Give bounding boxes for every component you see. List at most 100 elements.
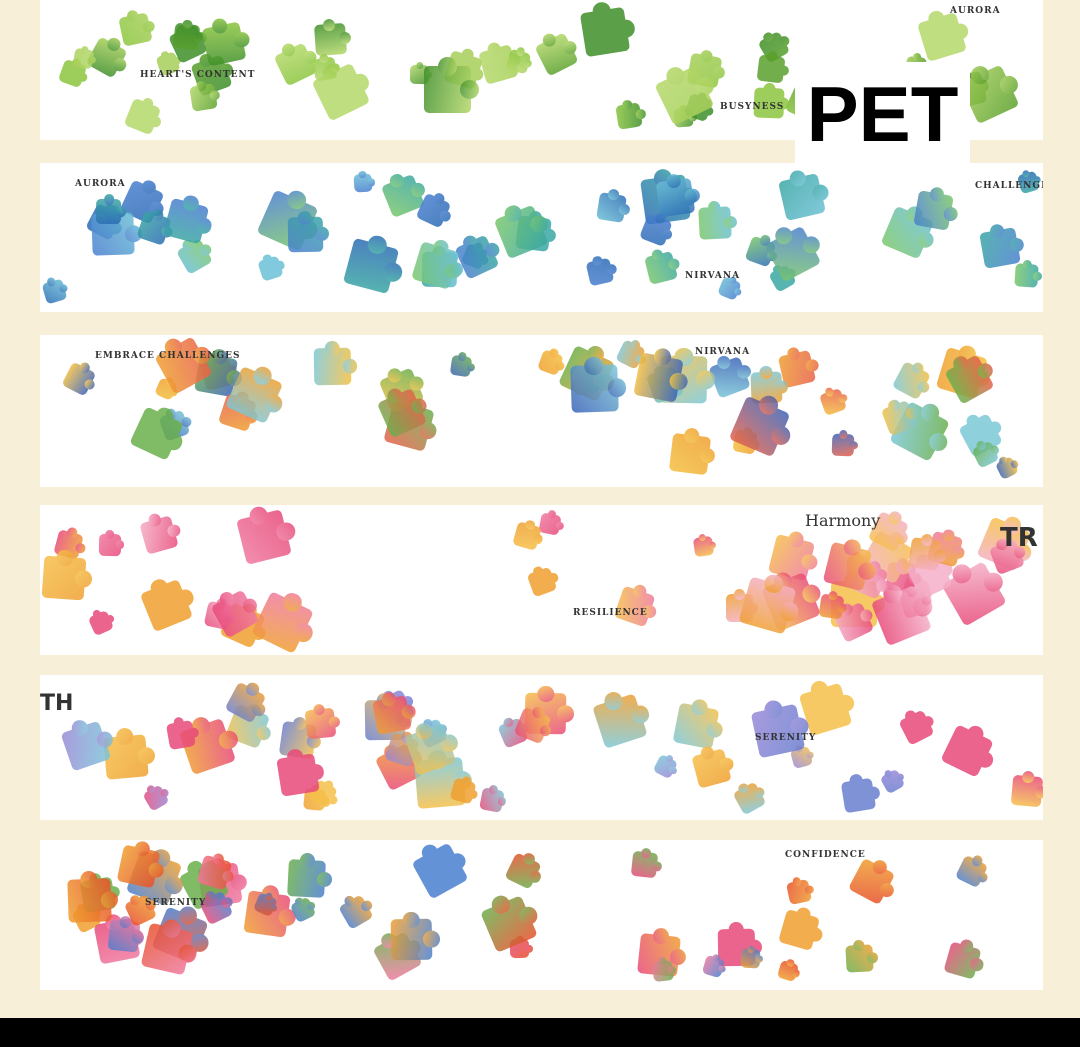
puzzle-piece	[511, 521, 542, 552]
strip-label: CONFIDENCE	[785, 850, 866, 860]
puzzle-piece	[1014, 263, 1039, 289]
puzzle-piece	[372, 695, 413, 736]
puzzle-piece	[940, 724, 995, 779]
puzzle-piece	[526, 566, 558, 598]
pet-overlay-label: PET	[795, 62, 970, 166]
puzzle-piece	[633, 352, 684, 403]
strip-label: AURORA	[950, 6, 1001, 16]
puzzle-piece	[139, 515, 180, 556]
puzzle-piece	[979, 227, 1021, 269]
puzzle-piece	[67, 878, 112, 923]
puzzle-piece	[691, 748, 732, 789]
puzzle-piece	[777, 959, 800, 983]
puzzle-piece	[741, 948, 761, 968]
puzzle-piece	[188, 82, 218, 112]
puzzle-piece	[60, 720, 113, 772]
tape-strip-2: AURORA NIRVANA CHALLENGES	[40, 163, 1043, 312]
puzzle-piece	[87, 609, 115, 637]
puzzle-piece	[312, 56, 338, 82]
strip-label: SERENITY	[145, 898, 207, 908]
puzzle-piece	[693, 535, 715, 557]
puzzle-piece	[61, 362, 97, 397]
puzzle-piece	[449, 354, 473, 379]
puzzle-piece	[99, 533, 121, 556]
puzzle-piece	[732, 781, 766, 816]
puzzle-piece	[41, 555, 87, 601]
puzzle-piece	[819, 387, 848, 416]
puzzle-piece	[643, 251, 678, 285]
puzzle-piece	[537, 349, 564, 376]
puzzle-piece	[668, 433, 711, 476]
puzzle-piece	[411, 842, 469, 900]
strip-label: EMBRACE CHALLENGES	[95, 351, 241, 361]
puzzle-piece	[697, 206, 732, 240]
puzzle-piece	[897, 709, 935, 747]
puzzle-piece	[123, 97, 161, 136]
puzzle-piece	[570, 364, 619, 414]
puzzle-piece	[141, 922, 194, 976]
puzzle-piece	[534, 32, 578, 77]
strip-label: TH	[40, 691, 74, 716]
puzzle-piece	[785, 878, 812, 905]
puzzle-piece	[41, 278, 67, 305]
puzzle-piece	[655, 177, 696, 218]
puzzle-piece	[708, 356, 751, 399]
tape-strip-6: SERENITY CONFIDENCE	[40, 840, 1043, 990]
strip-label: HEART'S CONTENT	[140, 70, 256, 80]
puzzle-piece	[95, 198, 122, 225]
puzzle-piece	[591, 692, 648, 749]
puzzle-piece	[912, 190, 954, 232]
strip-label: RESILIENCE	[573, 608, 648, 618]
puzzle-piece	[304, 707, 337, 740]
puzzle-piece	[907, 536, 943, 571]
puzzle-piece	[175, 238, 213, 276]
puzzle-piece	[314, 22, 347, 56]
bottom-bar	[0, 1018, 1080, 1047]
puzzle-piece	[166, 719, 197, 750]
puzzle-piece	[287, 858, 327, 898]
puzzle-piece	[943, 941, 982, 980]
puzzle-piece	[273, 42, 318, 87]
puzzle-piece	[537, 512, 562, 537]
strip-label: BUSYNESS	[720, 102, 785, 112]
puzzle-piece	[701, 954, 726, 979]
puzzle-piece	[831, 434, 855, 457]
puzzle-piece	[917, 11, 968, 63]
puzzle-piece	[652, 754, 678, 780]
puzzle-piece	[250, 590, 314, 654]
puzzle-piece	[116, 844, 161, 889]
puzzle-piece	[352, 173, 373, 193]
puzzle-piece	[423, 57, 480, 113]
puzzle-piece	[778, 908, 821, 952]
puzzle-piece	[652, 960, 675, 982]
strip-label: SERENITY	[755, 733, 817, 743]
puzzle-piece	[478, 787, 505, 813]
strip-label: Harmony	[805, 511, 881, 530]
puzzle-piece	[313, 347, 351, 385]
puzzle-piece	[118, 11, 153, 46]
puzzle-piece	[672, 702, 720, 750]
puzzle-piece	[343, 237, 401, 295]
puzzle-piece	[585, 257, 615, 287]
puzzle-piece	[777, 173, 826, 222]
puzzle-piece	[236, 508, 293, 565]
strip-label: AURORA	[75, 179, 126, 189]
puzzle-piece	[891, 361, 931, 400]
puzzle-piece	[338, 894, 375, 930]
puzzle-piece	[288, 217, 324, 253]
puzzle-piece	[614, 102, 643, 131]
puzzle-piece	[1010, 774, 1043, 807]
puzzle-piece	[276, 753, 320, 797]
strip-label: NIRVANA	[695, 347, 751, 357]
puzzle-piece	[142, 784, 171, 813]
puzzle-piece	[879, 768, 905, 795]
puzzle-piece	[613, 585, 656, 629]
puzzle-piece	[73, 47, 95, 69]
puzzle-piece	[596, 191, 628, 223]
tape-strip-3: EMBRACE CHALLENGES NIRVANA	[40, 335, 1043, 487]
puzzle-piece	[163, 197, 210, 245]
strip-label: NIRVANA	[685, 271, 741, 281]
puzzle-piece	[201, 21, 247, 67]
puzzle-piece	[756, 54, 786, 84]
puzzle-piece	[172, 22, 201, 51]
